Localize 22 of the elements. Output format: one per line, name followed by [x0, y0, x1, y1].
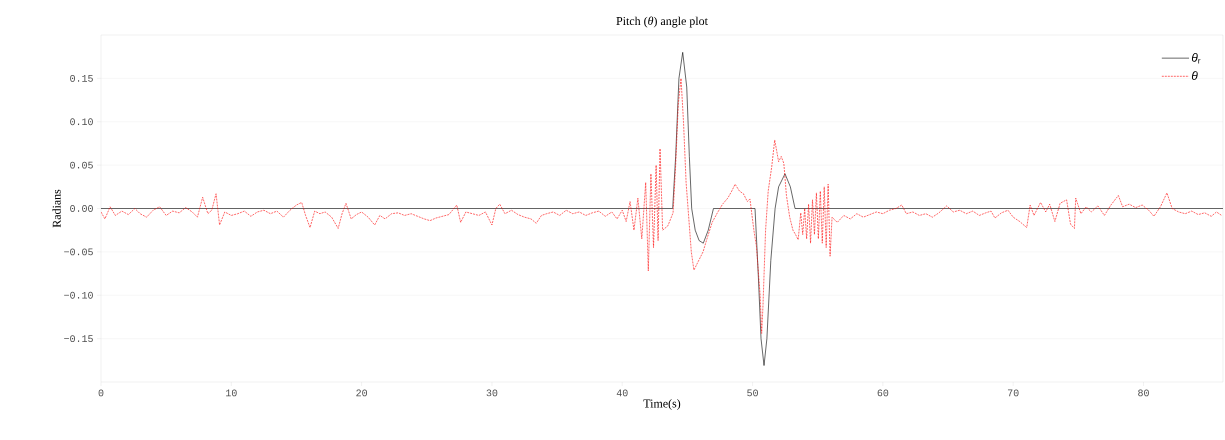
- y-axis-title: Radians: [52, 189, 61, 228]
- y-tick-label: −0.15: [64, 335, 93, 342]
- x-tick-label: 10: [226, 389, 237, 397]
- legend-label: θ$_{r}$: [1191, 53, 1201, 64]
- x-tick-label: 70: [1007, 389, 1019, 397]
- line-series: [101, 52, 1223, 366]
- y-tick-label: −0.05: [64, 248, 93, 256]
- x-tick-label: 80: [1138, 389, 1149, 397]
- x-tick-label: 40: [616, 389, 628, 397]
- x-tick-label: 0: [98, 389, 104, 397]
- y-tick-label: 0.00: [70, 205, 93, 212]
- y-tick-label: −0.10: [64, 291, 93, 299]
- x-tick-label: 30: [486, 389, 498, 397]
- x-axis-title: Time(s): [643, 399, 681, 410]
- x-tick-label: 50: [747, 389, 758, 397]
- y-tick-label: 0.15: [70, 74, 93, 82]
- chart-title: Pitch (θ) angle plot: [616, 16, 708, 28]
- y-tick-label: 0.05: [70, 161, 93, 169]
- legend-label: θ: [1191, 71, 1198, 80]
- x-tick-label: 60: [877, 389, 889, 397]
- y-tick-label: 0.10: [70, 118, 93, 126]
- x-tick-label: 20: [356, 389, 367, 397]
